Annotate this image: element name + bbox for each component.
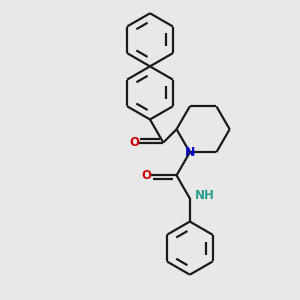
Text: N: N (184, 146, 195, 159)
Text: O: O (142, 169, 152, 182)
Text: NH: NH (194, 189, 214, 202)
Text: O: O (129, 136, 139, 149)
